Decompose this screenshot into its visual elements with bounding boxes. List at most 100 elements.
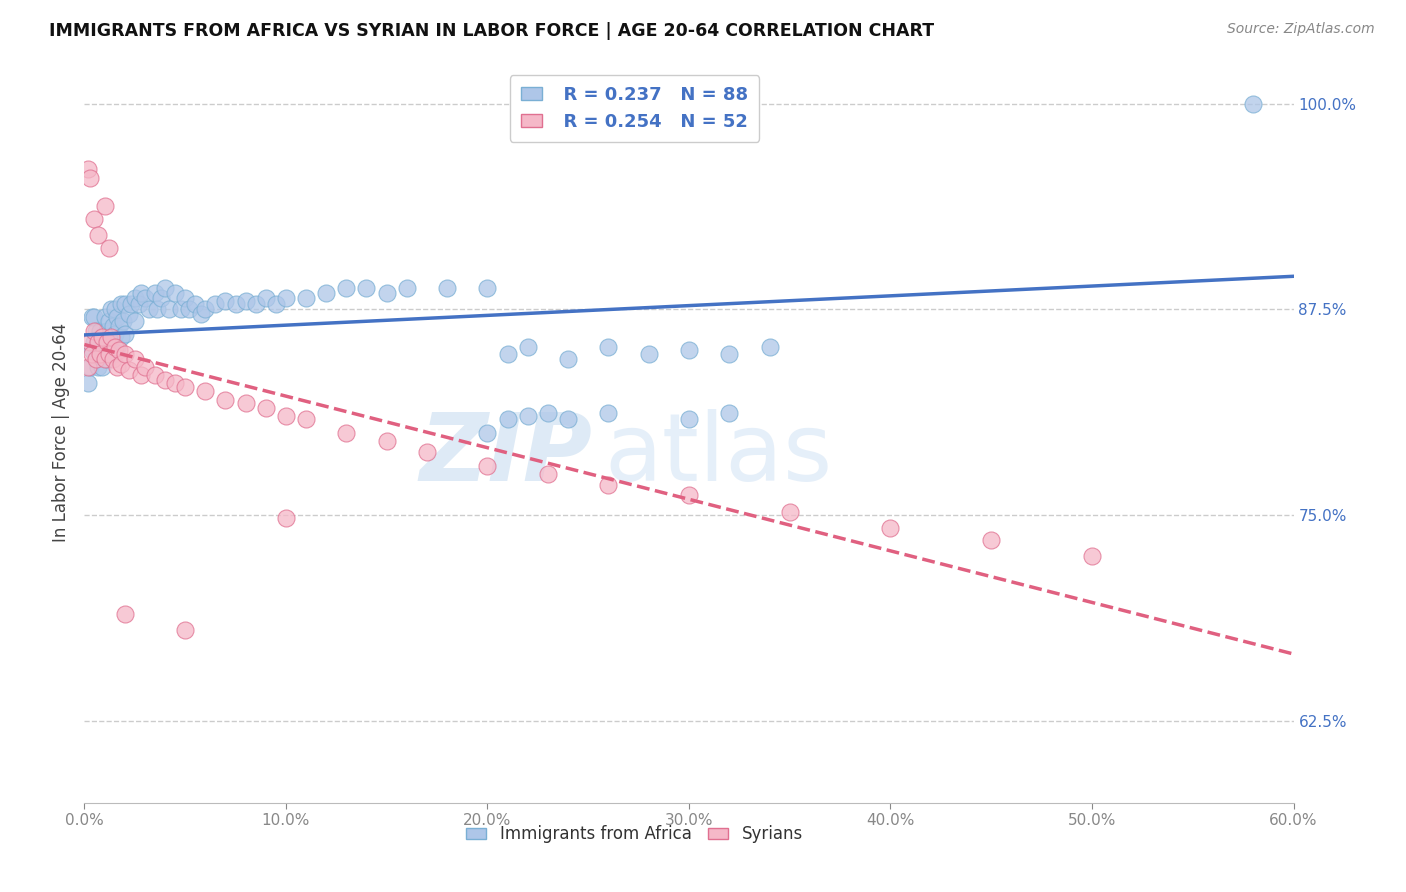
Point bbox=[264, 297, 287, 311]
Point bbox=[598, 340, 620, 354]
Point bbox=[214, 293, 236, 308]
Point bbox=[79, 335, 101, 350]
Point bbox=[93, 351, 115, 366]
Point bbox=[194, 302, 217, 317]
Text: atlas: atlas bbox=[605, 409, 832, 500]
Point bbox=[97, 343, 120, 358]
Point bbox=[101, 346, 124, 360]
Point bbox=[124, 314, 146, 328]
Point bbox=[83, 310, 105, 325]
Point bbox=[100, 330, 122, 344]
Point bbox=[1081, 549, 1104, 563]
Point bbox=[104, 302, 127, 317]
Point bbox=[204, 297, 226, 311]
Point bbox=[91, 359, 114, 374]
Point bbox=[114, 297, 136, 311]
Point bbox=[174, 623, 197, 637]
Point bbox=[516, 409, 538, 424]
Point bbox=[96, 335, 118, 350]
Point bbox=[225, 297, 247, 311]
Point bbox=[91, 330, 114, 344]
Point bbox=[101, 318, 124, 333]
Point bbox=[516, 340, 538, 354]
Point bbox=[718, 406, 741, 420]
Point bbox=[107, 318, 129, 333]
Point bbox=[235, 293, 257, 308]
Point bbox=[124, 291, 146, 305]
Point bbox=[82, 346, 104, 360]
Point bbox=[96, 351, 118, 366]
Point bbox=[87, 335, 110, 350]
Point bbox=[395, 281, 418, 295]
Point bbox=[879, 521, 901, 535]
Point bbox=[87, 335, 110, 350]
Point bbox=[89, 324, 111, 338]
Text: ZIP: ZIP bbox=[419, 409, 592, 500]
Point bbox=[477, 425, 499, 440]
Y-axis label: In Labor Force | Age 20-64: In Labor Force | Age 20-64 bbox=[52, 323, 70, 542]
Point bbox=[83, 211, 105, 226]
Point bbox=[77, 376, 100, 391]
Point bbox=[134, 291, 156, 305]
Point bbox=[114, 326, 136, 341]
Point bbox=[980, 533, 1002, 547]
Point bbox=[179, 302, 201, 317]
Point bbox=[315, 285, 337, 300]
Point bbox=[143, 368, 166, 382]
Point bbox=[477, 458, 499, 473]
Point bbox=[134, 359, 156, 374]
Point bbox=[86, 351, 108, 366]
Point bbox=[97, 346, 120, 360]
Point bbox=[235, 396, 257, 410]
Point bbox=[194, 384, 217, 399]
Point bbox=[120, 297, 142, 311]
Point bbox=[100, 330, 122, 344]
Point bbox=[129, 368, 152, 382]
Point bbox=[598, 406, 620, 420]
Point bbox=[295, 412, 318, 426]
Point bbox=[174, 379, 197, 393]
Point bbox=[758, 340, 780, 354]
Point bbox=[375, 434, 398, 448]
Point bbox=[105, 340, 128, 354]
Point bbox=[87, 228, 110, 243]
Point bbox=[157, 302, 180, 317]
Point bbox=[274, 409, 297, 424]
Point bbox=[254, 291, 277, 305]
Point bbox=[138, 302, 160, 317]
Point bbox=[105, 359, 128, 374]
Point bbox=[174, 291, 197, 305]
Point bbox=[537, 467, 560, 481]
Point bbox=[83, 335, 105, 350]
Point bbox=[91, 330, 114, 344]
Point bbox=[416, 445, 439, 459]
Point bbox=[82, 310, 104, 325]
Point bbox=[146, 302, 169, 317]
Point bbox=[89, 346, 111, 360]
Point bbox=[82, 343, 104, 358]
Point bbox=[118, 363, 141, 377]
Point bbox=[143, 285, 166, 300]
Point bbox=[245, 297, 267, 311]
Point bbox=[100, 302, 122, 317]
Point bbox=[274, 511, 297, 525]
Text: IMMIGRANTS FROM AFRICA VS SYRIAN IN LABOR FORCE | AGE 20-64 CORRELATION CHART: IMMIGRANTS FROM AFRICA VS SYRIAN IN LABO… bbox=[49, 22, 935, 40]
Point bbox=[678, 412, 700, 426]
Point bbox=[97, 241, 120, 255]
Text: Source: ZipAtlas.com: Source: ZipAtlas.com bbox=[1227, 22, 1375, 37]
Point bbox=[79, 170, 101, 185]
Point bbox=[104, 340, 127, 354]
Point bbox=[718, 346, 741, 360]
Point bbox=[129, 285, 152, 300]
Point bbox=[114, 607, 136, 621]
Point bbox=[477, 281, 499, 295]
Point bbox=[79, 359, 101, 374]
Point bbox=[537, 406, 560, 420]
Point bbox=[104, 326, 127, 341]
Point bbox=[86, 351, 108, 366]
Point bbox=[295, 291, 318, 305]
Point bbox=[153, 373, 176, 387]
Point bbox=[87, 359, 110, 374]
Point bbox=[77, 162, 100, 177]
Point bbox=[97, 314, 120, 328]
